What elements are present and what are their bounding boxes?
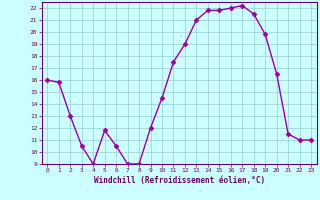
X-axis label: Windchill (Refroidissement éolien,°C): Windchill (Refroidissement éolien,°C) bbox=[94, 176, 265, 185]
